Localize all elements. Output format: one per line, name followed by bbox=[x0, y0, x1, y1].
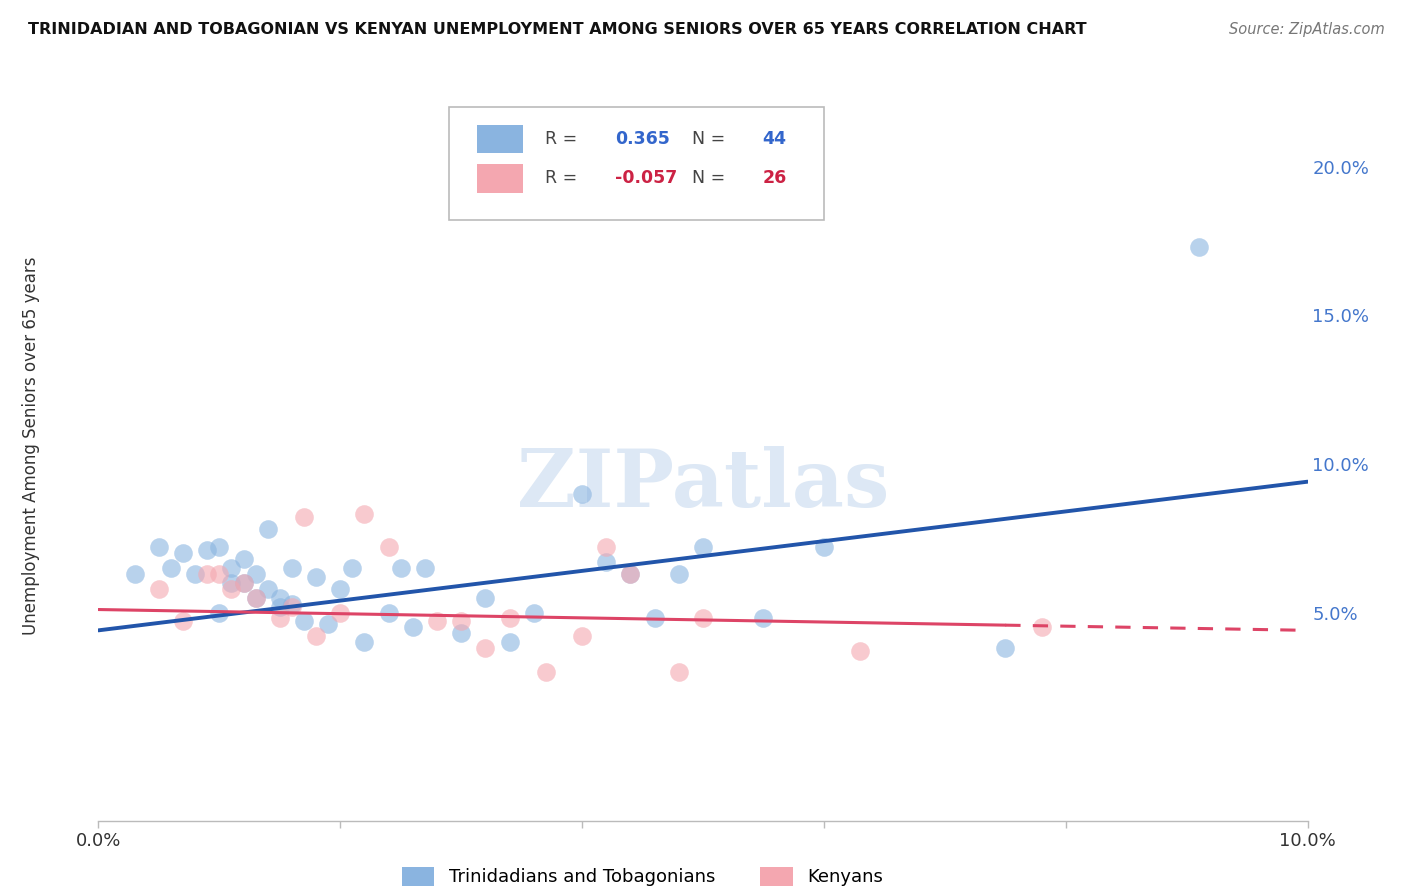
Text: Source: ZipAtlas.com: Source: ZipAtlas.com bbox=[1229, 22, 1385, 37]
Text: TRINIDADIAN AND TOBAGONIAN VS KENYAN UNEMPLOYMENT AMONG SENIORS OVER 65 YEARS CO: TRINIDADIAN AND TOBAGONIAN VS KENYAN UNE… bbox=[28, 22, 1087, 37]
Point bbox=[644, 611, 666, 625]
Point bbox=[450, 615, 472, 629]
Point bbox=[269, 591, 291, 605]
Text: 44: 44 bbox=[762, 130, 786, 148]
Text: -0.057: -0.057 bbox=[614, 169, 676, 187]
Point bbox=[221, 575, 243, 590]
Point bbox=[692, 540, 714, 554]
Point bbox=[813, 540, 835, 554]
Point bbox=[245, 591, 267, 605]
Point bbox=[281, 599, 304, 614]
Point bbox=[342, 561, 364, 575]
Bar bbox=[477, 125, 523, 153]
Point bbox=[245, 591, 267, 605]
Point bbox=[172, 615, 194, 629]
Point bbox=[208, 566, 231, 581]
Point bbox=[148, 540, 170, 554]
Text: 26: 26 bbox=[762, 169, 786, 187]
Point bbox=[208, 540, 231, 554]
Point bbox=[256, 522, 278, 536]
Point bbox=[269, 599, 291, 614]
Text: R =: R = bbox=[544, 169, 582, 187]
Point bbox=[474, 591, 496, 605]
Point bbox=[619, 566, 641, 581]
Text: N =: N = bbox=[692, 169, 731, 187]
Text: N =: N = bbox=[692, 130, 731, 148]
Point bbox=[692, 611, 714, 625]
Point bbox=[195, 543, 218, 558]
Point bbox=[498, 611, 520, 625]
Point bbox=[413, 561, 436, 575]
Point bbox=[232, 575, 254, 590]
Point bbox=[994, 641, 1017, 656]
Point bbox=[232, 552, 254, 566]
Text: ZIPatlas: ZIPatlas bbox=[517, 446, 889, 524]
Point bbox=[195, 566, 218, 581]
Point bbox=[377, 540, 399, 554]
Point bbox=[316, 617, 339, 632]
Point bbox=[329, 582, 352, 596]
Point bbox=[353, 635, 375, 649]
Point bbox=[221, 582, 243, 596]
Point bbox=[752, 611, 775, 625]
FancyBboxPatch shape bbox=[449, 107, 824, 219]
Point bbox=[534, 665, 557, 679]
Point bbox=[232, 575, 254, 590]
Point bbox=[353, 508, 375, 522]
Point bbox=[256, 582, 278, 596]
Point bbox=[305, 570, 328, 584]
Point bbox=[498, 635, 520, 649]
Point bbox=[208, 606, 231, 620]
Point bbox=[474, 641, 496, 656]
Point bbox=[668, 665, 690, 679]
Point bbox=[305, 629, 328, 643]
Point bbox=[849, 644, 872, 658]
Point bbox=[292, 615, 315, 629]
Point bbox=[571, 629, 593, 643]
Point bbox=[292, 510, 315, 524]
Point bbox=[389, 561, 412, 575]
Point bbox=[426, 615, 449, 629]
Point bbox=[172, 546, 194, 560]
Point bbox=[1188, 240, 1211, 254]
Text: Unemployment Among Seniors over 65 years: Unemployment Among Seniors over 65 years bbox=[22, 257, 39, 635]
Point bbox=[571, 486, 593, 500]
Point bbox=[377, 606, 399, 620]
Point bbox=[160, 561, 183, 575]
Point bbox=[269, 611, 291, 625]
Point bbox=[595, 555, 617, 569]
Point bbox=[402, 620, 425, 634]
Point bbox=[281, 561, 304, 575]
Point bbox=[450, 626, 472, 640]
Text: 0.365: 0.365 bbox=[614, 130, 669, 148]
Point bbox=[124, 566, 146, 581]
Point bbox=[619, 566, 641, 581]
Point bbox=[523, 606, 546, 620]
Text: R =: R = bbox=[544, 130, 582, 148]
Legend: Trinidadians and Tobagonians, Kenyans: Trinidadians and Tobagonians, Kenyans bbox=[395, 860, 890, 892]
Point bbox=[148, 582, 170, 596]
Point bbox=[329, 606, 352, 620]
Point bbox=[184, 566, 207, 581]
Point bbox=[668, 566, 690, 581]
Point bbox=[281, 597, 304, 611]
Point bbox=[221, 561, 243, 575]
Point bbox=[595, 540, 617, 554]
Point bbox=[245, 566, 267, 581]
Point bbox=[1031, 620, 1053, 634]
Bar bbox=[477, 164, 523, 193]
